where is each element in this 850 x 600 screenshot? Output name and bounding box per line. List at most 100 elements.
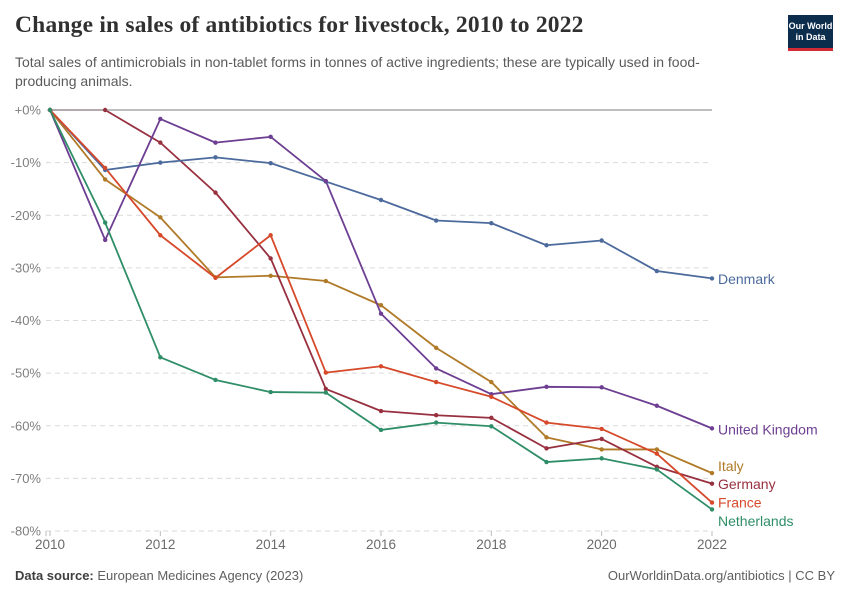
data-point-germany[interactable] (158, 140, 163, 145)
data-point-netherlands[interactable] (268, 389, 273, 395)
data-point-denmark[interactable] (599, 238, 604, 243)
data-point-italy[interactable] (323, 278, 329, 284)
data-point-united-kingdom[interactable] (268, 134, 273, 140)
x-axis-label: 2018 (476, 537, 506, 552)
data-point-france[interactable] (709, 500, 715, 505)
y-axis-label: -10% (11, 155, 42, 170)
data-point-united-kingdom[interactable] (102, 237, 108, 243)
x-axis-label: 2014 (256, 537, 287, 552)
series-label-germany[interactable]: Germany (718, 476, 776, 492)
series-line-united-kingdom[interactable] (49, 109, 713, 430)
data-point-france[interactable] (323, 370, 329, 375)
y-axis-label: -50% (11, 366, 42, 381)
data-point-germany[interactable] (378, 408, 384, 414)
data-point-italy[interactable] (599, 447, 604, 452)
data-point-netherlands[interactable] (102, 220, 108, 225)
data-point-italy[interactable] (489, 379, 494, 385)
y-axis-label: -30% (11, 260, 42, 275)
data-point-germany[interactable] (599, 436, 604, 442)
data-point-germany[interactable] (323, 386, 329, 392)
x-axis-label: 2016 (366, 537, 396, 552)
series-label-netherlands[interactable]: Netherlands (718, 513, 794, 529)
data-point-france[interactable] (268, 233, 273, 238)
data-point-italy[interactable] (158, 215, 163, 220)
data-point-germany[interactable] (709, 481, 715, 486)
data-point-united-kingdom[interactable] (599, 385, 604, 390)
data-point-france[interactable] (378, 364, 384, 369)
data-point-netherlands[interactable] (323, 390, 329, 395)
data-point-netherlands[interactable] (213, 377, 218, 383)
data-point-united-kingdom[interactable] (544, 384, 549, 390)
data-point-denmark[interactable] (544, 243, 549, 248)
owid-logo-line2: in Data (795, 32, 826, 42)
data-point-denmark[interactable] (433, 218, 439, 223)
owid-logo-line1: Our World (788, 21, 833, 31)
owid-logo[interactable]: Our World in Data (788, 15, 833, 51)
data-point-netherlands[interactable] (489, 424, 494, 429)
series-label-france[interactable]: France (718, 495, 762, 511)
data-point-denmark[interactable] (654, 268, 660, 274)
data-source-label: Data source: (15, 568, 94, 583)
series-line-germany[interactable] (50, 109, 713, 485)
data-point-italy[interactable] (433, 345, 439, 351)
data-point-italy[interactable] (378, 303, 384, 308)
data-point-united-kingdom[interactable] (158, 116, 163, 122)
y-axis-label: -20% (11, 208, 42, 223)
data-point-germany[interactable] (213, 190, 218, 195)
data-point-united-kingdom[interactable] (709, 426, 715, 431)
data-point-netherlands[interactable] (654, 467, 660, 472)
data-point-denmark[interactable] (268, 160, 273, 166)
chart-subtitle: Total sales of antimicrobials in non-tab… (15, 54, 700, 89)
data-point-netherlands[interactable] (433, 420, 439, 425)
data-point-germany[interactable] (544, 446, 549, 451)
data-point-denmark[interactable] (158, 160, 163, 165)
data-point-united-kingdom[interactable] (378, 311, 384, 316)
data-point-france[interactable] (544, 420, 549, 425)
data-point-netherlands[interactable] (158, 355, 163, 360)
data-point-germany[interactable] (102, 107, 108, 113)
credit-link[interactable]: OurWorldinData.org/antibiotics | CC BY (607, 568, 835, 583)
data-point-germany[interactable] (433, 413, 439, 418)
data-point-denmark[interactable] (378, 197, 384, 203)
data-point-italy[interactable] (654, 447, 660, 452)
data-point-france[interactable] (158, 233, 163, 238)
series-label-united-kingdom[interactable]: United Kingdom (718, 421, 818, 437)
data-point-netherlands[interactable] (709, 507, 715, 512)
data-point-italy[interactable] (102, 177, 108, 182)
y-axis-label: -60% (11, 418, 42, 433)
x-axis-label: 2020 (587, 537, 617, 552)
data-point-united-kingdom[interactable] (323, 178, 329, 184)
data-point-united-kingdom[interactable] (213, 140, 218, 145)
series-label-denmark[interactable]: Denmark (718, 271, 776, 287)
chart-footer: Data source: European Medicines Agency (… (15, 568, 835, 583)
series-label-italy[interactable]: Italy (718, 458, 744, 474)
data-point-france[interactable] (654, 451, 660, 456)
data-point-netherlands[interactable] (599, 456, 604, 461)
data-point-france[interactable] (102, 165, 108, 171)
page-title: Change in sales of antibiotics for lives… (15, 12, 584, 38)
data-point-united-kingdom[interactable] (433, 366, 439, 371)
data-point-netherlands[interactable] (544, 459, 549, 465)
data-point-france[interactable] (213, 275, 218, 281)
data-point-france[interactable] (489, 394, 494, 400)
y-axis-label: -40% (11, 313, 42, 328)
data-point-france[interactable] (599, 426, 604, 432)
data-point-france[interactable] (433, 379, 439, 385)
data-point-germany[interactable] (268, 256, 273, 261)
data-point-italy[interactable] (709, 470, 715, 476)
data-point-netherlands[interactable] (47, 107, 53, 113)
data-point-italy[interactable] (268, 273, 273, 278)
data-point-denmark[interactable] (213, 155, 218, 160)
data-point-united-kingdom[interactable] (654, 403, 660, 408)
data-point-denmark[interactable] (709, 276, 715, 281)
data-point-denmark[interactable] (489, 220, 494, 226)
x-axis-label: 2012 (145, 537, 175, 552)
data-point-italy[interactable] (544, 435, 549, 440)
x-axis-label: 2022 (697, 537, 727, 552)
data-source-note: Data source: European Medicines Agency (… (15, 568, 303, 583)
data-point-germany[interactable] (489, 415, 494, 421)
data-point-netherlands[interactable] (378, 427, 384, 433)
y-axis-label: -70% (11, 471, 42, 486)
